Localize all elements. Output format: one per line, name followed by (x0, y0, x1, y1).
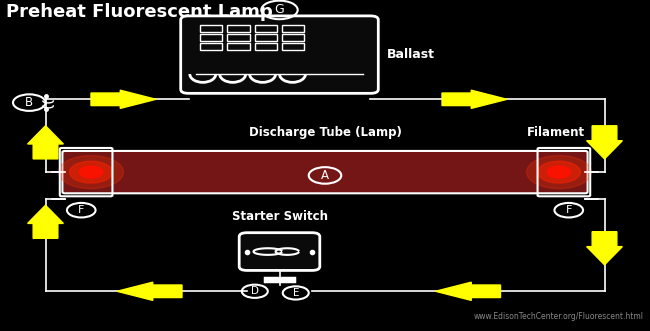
FancyArrow shape (28, 126, 64, 159)
Bar (200, 43, 222, 50)
Circle shape (547, 166, 571, 178)
Text: G: G (274, 3, 284, 17)
FancyBboxPatch shape (62, 151, 588, 193)
Text: Starter Switch: Starter Switch (231, 211, 328, 223)
Bar (227, 25, 250, 32)
FancyArrow shape (586, 232, 623, 265)
FancyArrow shape (436, 282, 500, 301)
Text: E: E (292, 288, 299, 298)
Circle shape (526, 156, 592, 189)
FancyArrow shape (117, 282, 182, 301)
Text: Ballast: Ballast (387, 48, 435, 61)
Circle shape (58, 156, 124, 189)
Text: F: F (566, 205, 572, 215)
FancyBboxPatch shape (181, 16, 378, 93)
Bar (282, 25, 304, 32)
Bar (227, 43, 250, 50)
Text: F: F (78, 205, 84, 215)
Bar (200, 25, 222, 32)
Bar (282, 43, 304, 50)
Bar (227, 34, 250, 41)
Bar (255, 43, 277, 50)
Text: B: B (25, 96, 33, 109)
Circle shape (70, 161, 112, 183)
Bar (255, 25, 277, 32)
FancyArrow shape (586, 126, 623, 159)
FancyArrow shape (91, 90, 156, 109)
Circle shape (538, 161, 580, 183)
Text: www.EdisonTechCenter.org/Fluorescent.html: www.EdisonTechCenter.org/Fluorescent.htm… (473, 312, 644, 321)
Text: D: D (251, 286, 259, 296)
FancyArrow shape (442, 90, 507, 109)
Text: A: A (321, 169, 329, 182)
Bar (200, 34, 222, 41)
Bar (255, 34, 277, 41)
FancyBboxPatch shape (239, 233, 320, 270)
Text: Filament: Filament (526, 126, 585, 139)
Text: Preheat Fluorescent Lamp: Preheat Fluorescent Lamp (6, 3, 273, 21)
FancyArrow shape (28, 205, 64, 238)
Text: Discharge Tube (Lamp): Discharge Tube (Lamp) (248, 126, 402, 139)
Circle shape (79, 166, 103, 178)
Bar (282, 34, 304, 41)
